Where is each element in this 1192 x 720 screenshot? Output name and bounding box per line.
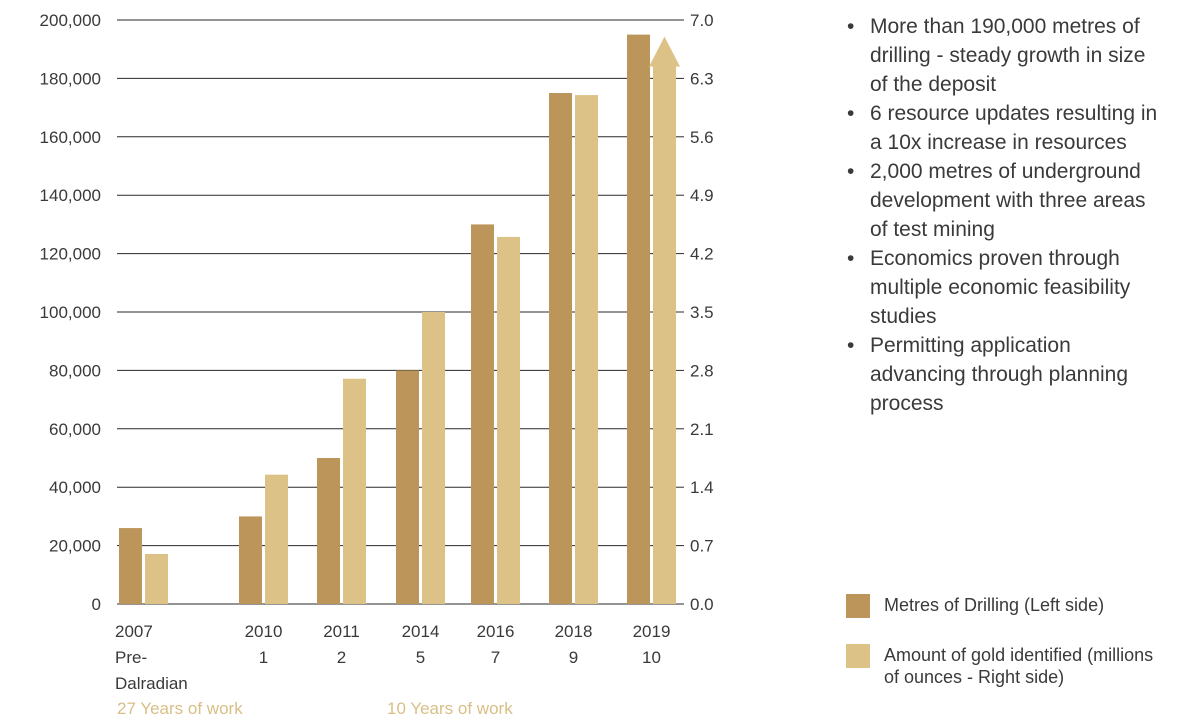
bars	[119, 34, 680, 605]
x-label-year-of-work: 10	[642, 648, 661, 667]
x-label-year-of-work: 1	[259, 648, 268, 667]
bullet-icon: •	[847, 15, 855, 38]
right-tick-label: 4.9	[690, 186, 714, 205]
highlight-item: • Economics proven through multiple econo…	[845, 244, 1165, 331]
x-label-year: 2018	[555, 622, 593, 641]
left-axis: 0 20,000 40,000 60,000 80,000 100,000 120,000 1…	[40, 11, 101, 614]
drilling-gold-chart: 0 20,000 40,000 60,000 80,000 100,000 120,000 1…	[40, 11, 714, 718]
left-tick-label: 180,000	[40, 69, 101, 88]
left-tick-label: 140,000	[40, 186, 101, 205]
x-axis: 2007 Pre- Dalradian 2010 1 2011 2 2014 5 2016 7 201…	[115, 622, 670, 693]
era-label-10-years: 10 Years of work	[387, 699, 513, 718]
legend-item-gold: Amount of gold identified (millions of o…	[846, 644, 1156, 688]
left-tick-label: 60,000	[49, 420, 101, 439]
era-label-27-years: 27 Years of work	[117, 699, 243, 718]
legend-label-drilling: Metres of Drilling (Left side)	[884, 595, 1105, 615]
x-label-year-of-work: 9	[569, 648, 578, 667]
x-label-year-of-work: 5	[416, 648, 425, 667]
x-label-year: 2019	[633, 622, 671, 641]
x-label-year: 2016	[477, 622, 515, 641]
x-label-year: 2014	[402, 622, 440, 641]
x-label-year: 2007	[115, 622, 153, 641]
legend-swatch-gold	[846, 644, 870, 668]
highlights-list: • More than 190,000 metres of drilling - …	[845, 12, 1165, 418]
drilling-bar	[549, 93, 572, 604]
x-label-note: Dalradian	[115, 674, 188, 693]
highlight-text: More than 190,000 metres of drilling - s…	[870, 15, 1146, 96]
gold-bar	[343, 378, 366, 604]
legend-label-gold: Amount of gold identified (millions of o…	[884, 645, 1154, 687]
highlight-item: • Permitting application advancing throug…	[845, 331, 1165, 418]
highlight-item: • More than 190,000 metres of drilling - …	[845, 12, 1165, 99]
right-tick-label: 5.6	[690, 128, 714, 147]
highlight-text: 6 resource updates resulting in a 10x in…	[870, 102, 1158, 154]
bullet-icon: •	[847, 334, 855, 357]
left-tick-label: 80,000	[49, 361, 101, 380]
left-tick-label: 100,000	[40, 303, 101, 322]
legend-swatch-drilling	[846, 594, 870, 618]
legend-item-drilling: Metres of Drilling (Left side)	[846, 594, 1156, 618]
right-tick-label: 2.8	[690, 361, 714, 380]
left-tick-label: 40,000	[49, 478, 101, 497]
right-tick-label: 0.0	[690, 595, 714, 614]
bullet-icon: •	[847, 247, 855, 270]
left-tick-label: 160,000	[40, 128, 101, 147]
highlight-item: • 2,000 metres of underground development…	[845, 157, 1165, 244]
highlight-item: • 6 resource updates resulting in a 10x i…	[845, 99, 1165, 157]
drilling-bar	[627, 34, 650, 605]
left-tick-label: 120,000	[40, 245, 101, 264]
x-label-year: 2011	[323, 622, 360, 641]
bullet-icon: •	[847, 102, 855, 125]
right-tick-label: 4.2	[690, 245, 714, 264]
left-tick-label: 20,000	[49, 537, 101, 556]
drilling-bar	[239, 516, 262, 604]
drilling-bar	[471, 224, 494, 604]
highlight-text: 2,000 metres of underground development …	[870, 160, 1146, 241]
gold-bar	[265, 474, 288, 604]
x-label-year: 2010	[245, 622, 283, 641]
gold-bar	[575, 95, 598, 604]
drilling-bar	[317, 458, 340, 604]
right-tick-label: 6.3	[690, 69, 714, 88]
x-label-year-of-work: Pre-	[115, 648, 147, 667]
x-label-year-of-work: 2	[337, 648, 346, 667]
gold-bar	[145, 553, 168, 604]
right-tick-label: 2.1	[690, 420, 714, 439]
right-tick-label: 7.0	[690, 11, 714, 30]
x-label-year-of-work: 7	[491, 648, 500, 667]
left-tick-label: 0	[92, 595, 101, 614]
right-tick-label: 1.4	[690, 478, 714, 497]
highlight-text: Permitting application advancing through…	[870, 334, 1129, 415]
right-tick-label: 0.7	[690, 537, 714, 556]
gold-bar	[422, 312, 445, 604]
drilling-bar	[396, 370, 419, 604]
left-tick-label: 200,000	[40, 11, 101, 30]
right-axis: 0.0 0.7 1.4 2.1 2.8 3.5 4.2 4.9 5.6 6.3 7.0	[690, 11, 714, 614]
highlight-text: Economics proven through multiple econom…	[870, 247, 1131, 328]
drilling-bar	[119, 528, 142, 604]
bullet-icon: •	[847, 160, 855, 183]
right-tick-label: 3.5	[690, 303, 714, 322]
gold-bar-arrow	[649, 36, 680, 604]
gold-bar	[497, 236, 520, 604]
